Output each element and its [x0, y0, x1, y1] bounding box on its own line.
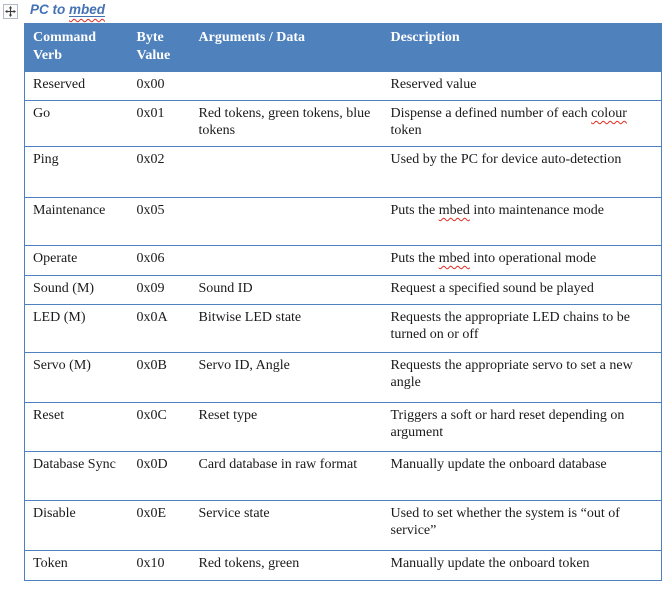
table-move-handle[interactable] — [3, 4, 18, 19]
table-header-row: Command Verb Byte Value Arguments / Data De… — [24, 23, 662, 72]
description-cell[interactable]: Requests the appropriate LED chains to b… — [383, 305, 662, 353]
byte-value-cell[interactable]: 0x06 — [136, 251, 165, 266]
table-row: Servo (M) 0x0B Servo ID, Angle Requests the… — [24, 352, 662, 403]
command-verb-cell[interactable]: Go — [33, 106, 51, 121]
description-cell[interactable]: Manually update the onboard database — [383, 452, 662, 501]
cell-text: Used by the PC for device auto-detection — [390, 152, 622, 167]
arguments-cell[interactable]: Service state — [198, 506, 270, 521]
description-cell[interactable]: Reserved value — [383, 72, 662, 101]
arguments-cell[interactable]: Sound ID — [198, 281, 253, 296]
cell-text: Reserved value — [390, 77, 477, 92]
misspelled-word: mbed — [438, 203, 470, 218]
title-text: PC to — [30, 2, 69, 17]
command-verb-cell[interactable]: Reserved — [33, 77, 86, 92]
column-header-byte-value[interactable]: Byte Value — [136, 30, 171, 63]
byte-value-cell[interactable]: 0x00 — [136, 77, 165, 92]
byte-value-cell[interactable]: 0x0B — [136, 358, 167, 373]
table-row: Operate 0x06 Puts the mbed into operationa… — [24, 245, 662, 276]
cell-text: Request a specified sound be played — [390, 281, 594, 296]
description-cell[interactable]: Dispense a defined number of each colour… — [383, 101, 662, 147]
description-cell[interactable]: Puts the mbed into maintenance mode — [383, 198, 662, 246]
description-cell[interactable]: Requests the appropriate servo to set a … — [383, 353, 662, 403]
column-header-command-verb[interactable]: Command Verb — [33, 30, 97, 63]
byte-value-cell[interactable]: 0x0D — [136, 457, 168, 472]
command-verb-cell[interactable]: Sound (M) — [33, 281, 95, 296]
byte-value-cell[interactable]: 0x0A — [136, 310, 168, 325]
table-row: Reserved 0x00 Reserved value — [24, 71, 662, 101]
arguments-cell[interactable]: Red tokens, green — [198, 556, 300, 571]
table-row: Database Sync 0x0D Card database in raw fo… — [24, 451, 662, 501]
cell-text: Triggers a soft or hard reset depending … — [390, 408, 625, 440]
cell-text: Requests the appropriate servo to set a … — [390, 358, 633, 390]
arguments-cell[interactable] — [191, 246, 383, 276]
table-row: Ping 0x02 Used by the PC for device auto-d… — [24, 146, 662, 198]
description-cell[interactable]: Used by the PC for device auto-detection — [383, 147, 662, 198]
description-cell[interactable]: Manually update the onboard token — [383, 551, 662, 581]
table-row: LED (M) 0x0A Bitwise LED state Requests the… — [24, 304, 662, 353]
command-verb-cell[interactable]: Operate — [33, 251, 78, 266]
command-verb-cell[interactable]: Maintenance — [33, 203, 106, 218]
byte-value-cell[interactable]: 0x10 — [136, 556, 165, 571]
description-cell[interactable]: Triggers a soft or hard reset depending … — [383, 403, 662, 452]
command-verb-cell[interactable]: Servo (M) — [33, 358, 91, 373]
byte-value-cell[interactable]: 0x0E — [136, 506, 167, 521]
command-verb-cell[interactable]: Ping — [33, 152, 59, 167]
command-verb-cell[interactable]: LED (M) — [33, 310, 86, 325]
cell-text: token — [390, 123, 422, 138]
table-row: Reset 0x0C Reset type Triggers a soft or ha… — [24, 402, 662, 452]
command-verb-cell[interactable]: Reset — [33, 408, 65, 423]
cell-text: Dispense a defined number of each — [390, 106, 592, 121]
arguments-cell[interactable]: Servo ID, Angle — [198, 358, 290, 373]
arguments-cell[interactable]: Bitwise LED state — [198, 310, 302, 325]
command-verb-cell[interactable]: Disable — [33, 506, 76, 521]
byte-value-cell[interactable]: 0x05 — [136, 203, 165, 218]
table-row: Maintenance 0x05 Puts the mbed into mainte… — [24, 197, 662, 246]
arguments-cell[interactable] — [191, 147, 383, 198]
page-title[interactable]: PC to mbed — [30, 2, 105, 20]
command-verb-cell[interactable]: Database Sync — [33, 457, 116, 472]
arguments-cell[interactable]: Reset type — [198, 408, 258, 423]
byte-value-cell[interactable]: 0x02 — [136, 152, 165, 167]
cell-text: Used to set whether the system is “out o… — [390, 506, 620, 538]
cell-text: Puts the — [390, 203, 439, 218]
underlined-word: mbed — [69, 2, 105, 17]
cell-text: Requests the appropriate LED chains to b… — [390, 310, 630, 342]
command-table: Command Verb Byte Value Arguments / Data De… — [24, 23, 662, 581]
description-cell[interactable]: Puts the mbed into operational mode — [383, 246, 662, 276]
table-row: Go 0x01 Red tokens, green tokens, blue tok… — [24, 100, 662, 147]
arguments-cell[interactable]: Card database in raw format — [198, 457, 358, 472]
column-header-description[interactable]: Description — [390, 30, 460, 45]
misspelled-word: mbed — [438, 251, 470, 266]
command-verb-cell[interactable]: Token — [33, 556, 68, 571]
cell-text: Manually update the onboard token — [390, 556, 590, 571]
cell-text: into maintenance mode — [469, 203, 604, 218]
arguments-cell[interactable] — [191, 72, 383, 101]
table-row: Token 0x10 Red tokens, green Manually updat… — [24, 550, 662, 581]
arguments-cell[interactable]: Red tokens, green tokens, blue tokens — [198, 106, 371, 138]
byte-value-cell[interactable]: 0x0C — [136, 408, 167, 423]
description-cell[interactable]: Used to set whether the system is “out o… — [383, 501, 662, 551]
misspelled-word: colour — [591, 106, 627, 121]
byte-value-cell[interactable]: 0x01 — [136, 106, 165, 121]
cell-text: into operational mode — [469, 251, 597, 266]
description-cell[interactable]: Request a specified sound be played — [383, 276, 662, 305]
arguments-cell[interactable] — [191, 198, 383, 246]
table-row: Sound (M) 0x09 Sound ID Request a specified… — [24, 275, 662, 305]
table-move-handle-icon — [5, 6, 16, 17]
cell-text: Manually update the onboard database — [390, 457, 607, 472]
column-header-arguments-data[interactable]: Arguments / Data — [198, 30, 306, 45]
byte-value-cell[interactable]: 0x09 — [136, 281, 165, 296]
cell-text: Puts the — [390, 251, 439, 266]
table-row: Disable 0x0E Service state Used to set whet… — [24, 500, 662, 551]
misspelled-word: mbed — [69, 2, 106, 17]
